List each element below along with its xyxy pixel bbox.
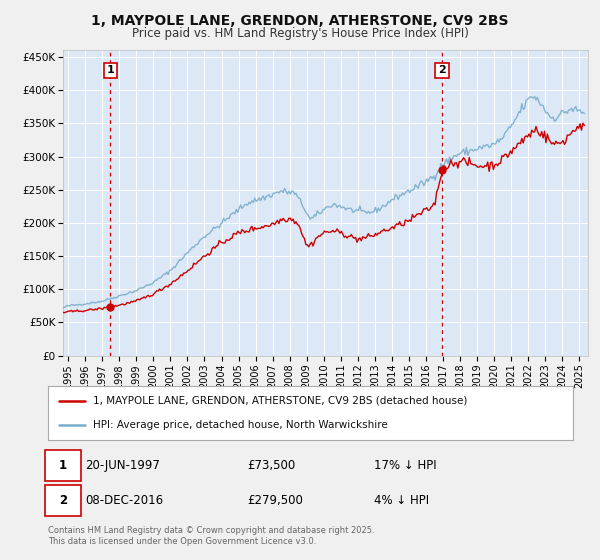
Text: 1, MAYPOLE LANE, GRENDON, ATHERSTONE, CV9 2BS: 1, MAYPOLE LANE, GRENDON, ATHERSTONE, CV… <box>91 14 509 28</box>
Text: 17% ↓ HPI: 17% ↓ HPI <box>373 459 436 472</box>
Text: 1, MAYPOLE LANE, GRENDON, ATHERSTONE, CV9 2BS (detached house): 1, MAYPOLE LANE, GRENDON, ATHERSTONE, CV… <box>92 396 467 406</box>
Text: HPI: Average price, detached house, North Warwickshire: HPI: Average price, detached house, Nort… <box>92 420 388 430</box>
Text: 4% ↓ HPI: 4% ↓ HPI <box>373 494 428 507</box>
Text: 20-JUN-1997: 20-JUN-1997 <box>85 459 160 472</box>
Text: Price paid vs. HM Land Registry's House Price Index (HPI): Price paid vs. HM Land Registry's House … <box>131 27 469 40</box>
FancyBboxPatch shape <box>46 450 81 480</box>
Text: 1: 1 <box>59 459 67 472</box>
Text: Contains HM Land Registry data © Crown copyright and database right 2025.
This d: Contains HM Land Registry data © Crown c… <box>48 526 374 546</box>
Text: 08-DEC-2016: 08-DEC-2016 <box>85 494 163 507</box>
Text: 2: 2 <box>59 494 67 507</box>
Text: £279,500: £279,500 <box>248 494 304 507</box>
FancyBboxPatch shape <box>46 486 81 516</box>
Text: 1: 1 <box>106 66 114 75</box>
Text: 2: 2 <box>438 66 446 75</box>
Text: £73,500: £73,500 <box>248 459 296 472</box>
